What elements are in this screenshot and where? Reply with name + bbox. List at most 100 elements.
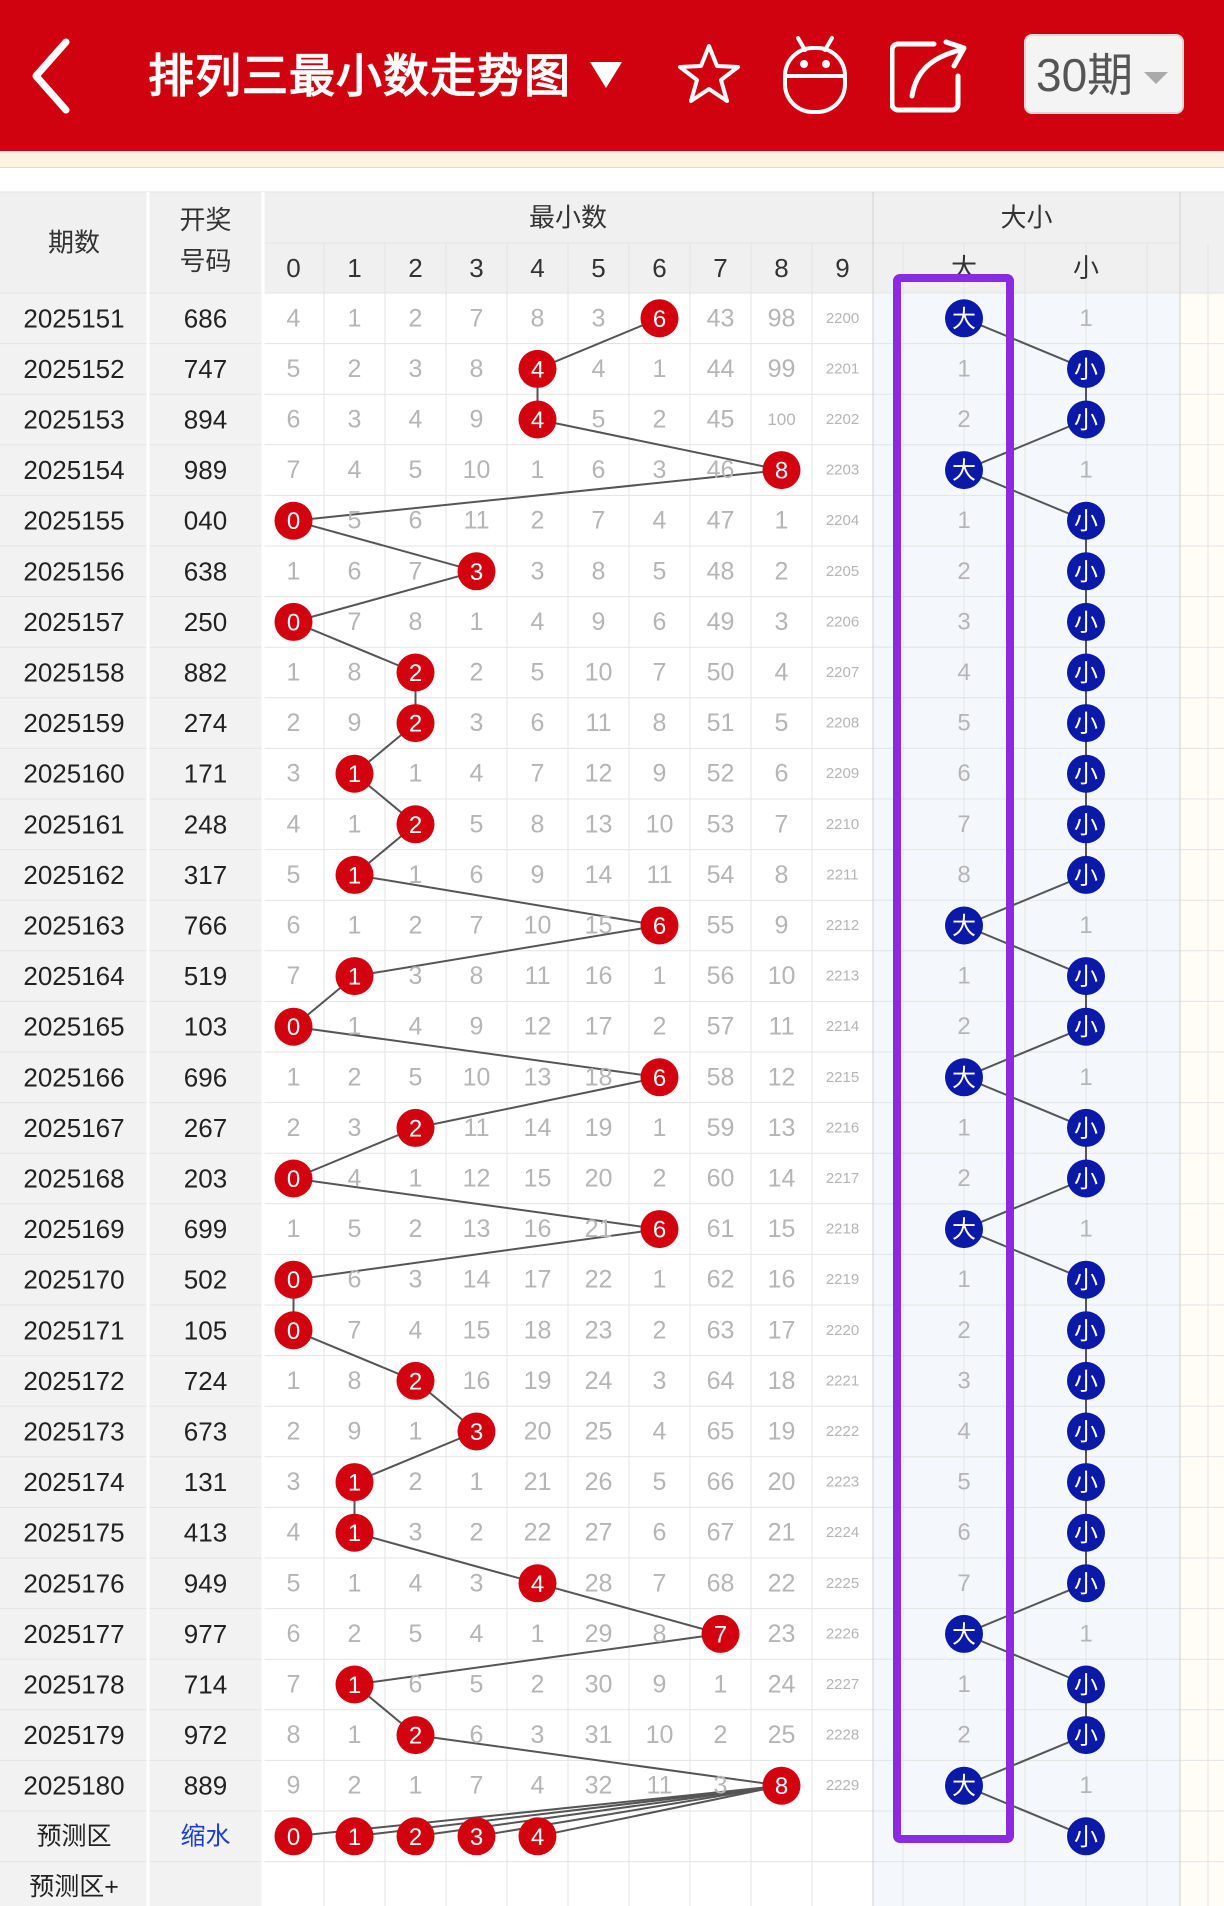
predict-ball[interactable] bbox=[518, 1817, 557, 1856]
miss-count: 4 bbox=[470, 1620, 484, 1648]
miss-count: 4 bbox=[592, 355, 606, 383]
miss-count: 23 bbox=[768, 1620, 796, 1648]
size-ball-label: 小 bbox=[1074, 964, 1098, 991]
miss-count: 10 bbox=[646, 810, 674, 838]
min-ball bbox=[396, 653, 435, 692]
miss-count: 30 bbox=[585, 1671, 613, 1699]
miss-count: 8 bbox=[470, 355, 484, 383]
min-ball bbox=[396, 1716, 435, 1755]
miss-count: 2228 bbox=[826, 1727, 859, 1744]
miss-count: 44 bbox=[707, 355, 735, 383]
number-cell: 989 bbox=[184, 455, 227, 485]
miss-count: 3 bbox=[470, 1569, 484, 1597]
miss-count: 2213 bbox=[826, 968, 859, 985]
issue-cell: 2025164 bbox=[23, 961, 124, 991]
miss-count: 8 bbox=[531, 304, 545, 332]
predict-ball[interactable] bbox=[457, 1817, 496, 1856]
miss-count: 1 bbox=[409, 861, 423, 889]
miss-count: 7 bbox=[653, 1569, 667, 1597]
issue-cell: 2025180 bbox=[23, 1771, 124, 1801]
miss-count: 8 bbox=[531, 810, 545, 838]
min-ball-label: 1 bbox=[348, 964, 361, 991]
miss-count: 22 bbox=[524, 1519, 552, 1547]
miss-count: 8 bbox=[348, 659, 362, 687]
min-ball bbox=[518, 400, 557, 439]
min-ball-label: 4 bbox=[531, 356, 544, 383]
predict-size-ball[interactable] bbox=[1067, 1817, 1105, 1856]
size-miss-count: 1 bbox=[1079, 1620, 1092, 1647]
miss-count: 2203 bbox=[826, 462, 859, 479]
miss-count: 57 bbox=[707, 1013, 735, 1041]
size-ball-label: 小 bbox=[1074, 609, 1098, 636]
size-ball bbox=[945, 1766, 983, 1805]
miss-count: 2216 bbox=[826, 1119, 859, 1136]
miss-count: 6 bbox=[348, 557, 362, 585]
period-selector[interactable]: 30期 bbox=[1024, 34, 1184, 114]
miss-count: 23 bbox=[585, 1316, 613, 1344]
predict-ball[interactable] bbox=[396, 1817, 435, 1856]
table-row: 2025168 203 0 4 1 12 15 20 2 60 14 2217 2 小 bbox=[23, 1159, 1105, 1198]
size-ball-label: 小 bbox=[1074, 1571, 1098, 1598]
app-header: 排列三最小数走势图 30期 bbox=[0, 0, 1224, 151]
predict-ball[interactable] bbox=[335, 1817, 374, 1856]
highlight-box bbox=[893, 274, 1014, 1843]
size-miss-count: 1 bbox=[1079, 457, 1092, 484]
star-icon[interactable] bbox=[676, 42, 742, 108]
miss-count: 1 bbox=[348, 304, 362, 332]
miss-count: 2 bbox=[470, 659, 484, 687]
page-title[interactable]: 排列三最小数走势图 bbox=[148, 50, 571, 102]
miss-count: 9 bbox=[348, 1418, 362, 1446]
size-ball-label: 小 bbox=[1074, 1723, 1098, 1750]
miss-count: 4 bbox=[287, 810, 301, 838]
shrink-link[interactable]: 缩水 bbox=[180, 1822, 230, 1850]
size-ball bbox=[1067, 400, 1105, 439]
size-ball-label: 大 bbox=[952, 458, 976, 485]
miss-count: 7 bbox=[653, 659, 667, 687]
table-row: 2025157 250 0 7 8 1 4 9 6 49 3 2206 3 小 bbox=[23, 602, 1105, 641]
miss-count: 2 bbox=[653, 1013, 667, 1041]
miss-count: 48 bbox=[707, 557, 735, 585]
miss-count: 3 bbox=[470, 709, 484, 737]
size-ball bbox=[1067, 552, 1105, 591]
number-cell: 267 bbox=[184, 1113, 227, 1143]
table-row: 2025169 699 1 5 2 13 16 21 6 61 15 2218 大 1 bbox=[23, 1210, 1093, 1249]
size-ball-label: 小 bbox=[1074, 761, 1098, 788]
number-cell: 040 bbox=[184, 506, 227, 536]
miss-count: 2223 bbox=[826, 1474, 859, 1491]
min-ball-label: 4 bbox=[531, 1571, 544, 1598]
miss-count: 3 bbox=[409, 1266, 423, 1294]
min-ball bbox=[396, 1361, 435, 1400]
issue-cell: 2025169 bbox=[23, 1214, 124, 1244]
predict-label: 预测区 bbox=[36, 1822, 111, 1850]
predict-ball[interactable] bbox=[274, 1817, 313, 1856]
predict-row[interactable]: 预测区 缩水 0 1 2 3 4 小 bbox=[36, 1817, 1105, 1856]
issue-cell: 2025178 bbox=[23, 1670, 124, 1700]
back-button[interactable] bbox=[28, 36, 78, 116]
share-icon[interactable] bbox=[890, 38, 970, 114]
min-ball-label: 2 bbox=[409, 660, 422, 687]
predict-ball-label: 4 bbox=[531, 1824, 544, 1851]
min-ball bbox=[274, 1311, 313, 1350]
issue-cell: 2025165 bbox=[23, 1012, 124, 1042]
size-ball-label: 小 bbox=[1074, 356, 1098, 383]
miss-count: 56 bbox=[707, 962, 735, 990]
miss-count: 22 bbox=[585, 1266, 613, 1294]
number-cell: 949 bbox=[184, 1568, 227, 1598]
size-ball-label: 大 bbox=[952, 306, 976, 333]
android-robot-icon[interactable] bbox=[780, 34, 850, 116]
size-miss-count: 1 bbox=[957, 963, 970, 990]
miss-count: 7 bbox=[409, 557, 423, 585]
min-ball-label: 1 bbox=[348, 1672, 361, 1699]
number-cell: 638 bbox=[184, 556, 227, 586]
miss-count: 49 bbox=[707, 608, 735, 636]
miss-count: 4 bbox=[348, 1165, 362, 1193]
miss-count: 5 bbox=[775, 709, 789, 737]
caret-down-icon[interactable] bbox=[588, 60, 624, 90]
predict-ball-label: 0 bbox=[287, 1824, 300, 1851]
predict-plus-label[interactable]: 预测区+ bbox=[29, 1873, 119, 1901]
table-row: 2025167 267 2 3 2 11 14 19 1 59 13 2216 1 小 bbox=[23, 1108, 1105, 1147]
miss-count: 25 bbox=[768, 1721, 796, 1749]
number-cell: 747 bbox=[184, 354, 227, 384]
miss-count: 2206 bbox=[826, 613, 859, 630]
miss-count: 9 bbox=[592, 608, 606, 636]
